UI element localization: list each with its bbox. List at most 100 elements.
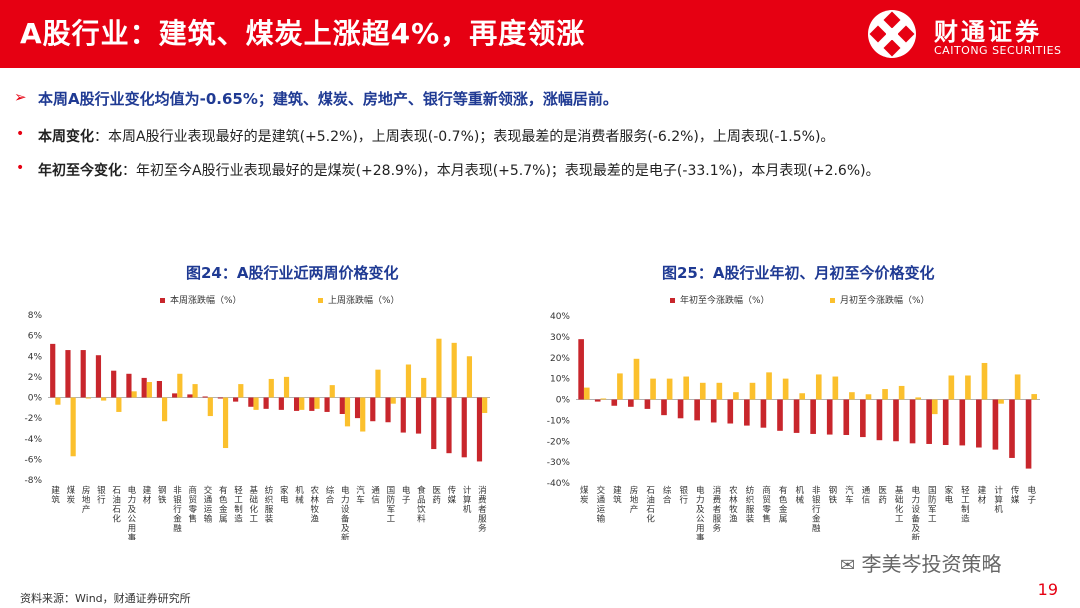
y-tick-label: 30% — [550, 333, 570, 343]
bar — [948, 375, 955, 400]
bar — [80, 350, 86, 398]
bar — [217, 397, 223, 399]
x-tick-label: 机械 — [295, 485, 304, 506]
bar — [766, 372, 772, 400]
summary-line-3: • 年初至今变化：年初至今A股行业表现最好的是煤炭(+28.9%)，本月表现(+… — [16, 160, 880, 180]
x-tick-label: 综合 — [663, 485, 672, 506]
legend-label: 年初至今涨跌幅（%） — [680, 294, 770, 306]
legend-swatch — [830, 298, 835, 303]
bar — [594, 399, 601, 402]
x-tick-label: 交通运输 — [597, 485, 606, 525]
x-tick-label: 银行 — [679, 485, 688, 506]
arrow-bullet-icon: ➢ — [14, 88, 27, 106]
bar — [600, 398, 607, 400]
bar — [421, 377, 427, 398]
bar — [749, 382, 756, 400]
bar — [431, 397, 437, 450]
bar — [405, 364, 412, 398]
bar — [710, 399, 717, 423]
y-tick-label: -6% — [24, 455, 42, 465]
bar — [293, 397, 300, 411]
x-tick-label: 传媒 — [448, 485, 457, 506]
legend-label: 本周涨跌幅（%） — [170, 294, 242, 306]
bar — [278, 397, 284, 410]
bar — [694, 399, 700, 421]
x-tick-label: 国防军工 — [387, 486, 396, 525]
bar — [666, 378, 673, 400]
bar — [650, 378, 656, 400]
x-tick-label: 国防军工 — [928, 486, 937, 525]
x-tick-label: 商贸零售 — [762, 485, 771, 525]
bar — [187, 394, 193, 398]
summary-text-2: ：本周A股行业表现最好的是建筑(+5.2%)，上周表现(-0.7%)；表现最差的… — [94, 129, 835, 145]
x-tick-label: 商贸零售 — [189, 485, 198, 525]
logo-text-en: CAITONG SECURITIES — [934, 44, 1062, 57]
bar — [1031, 394, 1038, 400]
bar — [959, 399, 966, 446]
bar — [915, 397, 922, 400]
header-bar: A股行业：建筑、煤炭上涨超4%，再度领涨 财通证券 CAITONG SECURI… — [0, 0, 1080, 68]
bar — [826, 399, 833, 435]
bar — [843, 399, 850, 435]
bar — [1009, 399, 1015, 458]
bar — [926, 399, 932, 444]
y-tick-label: 40% — [550, 312, 570, 322]
x-tick-label: 煤炭 — [580, 485, 589, 506]
bar — [976, 399, 982, 448]
bar — [931, 399, 938, 415]
bar — [370, 397, 376, 422]
x-tick-label: 电力及公用事业 — [696, 485, 705, 540]
x-tick-label: 钢铁 — [829, 485, 838, 506]
y-tick-label: 4% — [28, 352, 43, 362]
x-tick-label: 交通运输 — [204, 485, 213, 525]
x-tick-label: 建材 — [143, 485, 152, 506]
x-tick-label: 计算机 — [463, 485, 472, 515]
bar — [860, 399, 866, 438]
x-tick-label: 石油石化 — [646, 486, 655, 525]
summary-text-1: 本周A股行业变化均值为-0.65%；建筑、煤炭、房地产、银行等重新领涨，涨幅居前… — [38, 90, 618, 108]
company-logo: 财通证券 CAITONG SECURITIES — [864, 6, 1064, 62]
x-tick-label: 汽车 — [845, 485, 854, 506]
bar — [263, 397, 269, 409]
x-tick-label: 石油石化 — [112, 486, 121, 525]
x-tick-label: 汽车 — [356, 485, 365, 506]
bar — [162, 397, 168, 422]
x-tick-label: 房地产 — [82, 485, 91, 515]
y-tick-label: 10% — [550, 375, 570, 385]
x-tick-label: 房地产 — [630, 485, 639, 515]
source-note: 资料来源：Wind，财通证券研究所 — [20, 592, 191, 605]
bar — [415, 397, 422, 434]
bar — [777, 399, 783, 431]
chart1-svg: 本周涨跌幅（%） 上周涨跌幅（%） 8% 6% 4% 2% 0% -2% -4% -6% -8% 建筑… — [24, 294, 490, 540]
bar — [111, 370, 117, 398]
chart2-title: 图25：A股行业年初、月初至今价格变化 — [662, 264, 935, 282]
bar — [628, 399, 634, 407]
x-tick-label: 轻工制造 — [234, 485, 243, 525]
y-tick-label: 20% — [550, 354, 570, 364]
bar — [375, 369, 381, 398]
x-tick-label: 电力设备及新能源 — [911, 485, 920, 540]
x-tick-label: 机械 — [795, 485, 804, 506]
x-tick-label: 消费者服务 — [713, 485, 722, 534]
bar — [233, 397, 239, 402]
bar — [85, 397, 91, 399]
bar — [832, 376, 839, 400]
x-tick-label: 传媒 — [1011, 485, 1020, 506]
chart2-svg: 年初至今涨跌幅（%） 月初至今涨跌幅（%） 40% 30% 20% 10% 0% -10% -2… — [547, 294, 1040, 540]
x-tick-label: 建材 — [978, 485, 987, 506]
bar — [882, 389, 888, 400]
bar — [981, 362, 988, 400]
dot-bullet-icon: • — [16, 126, 25, 142]
bar — [400, 397, 406, 433]
bar — [893, 399, 899, 442]
bar — [876, 399, 883, 441]
bar — [116, 397, 122, 412]
bar — [324, 397, 330, 412]
dot-bullet-icon: • — [16, 160, 25, 176]
x-tick-label: 基础化工 — [895, 485, 904, 525]
bar — [727, 399, 734, 424]
logo-text-cn: 财通证券 — [934, 18, 1042, 46]
page-title: A股行业：建筑、煤炭上涨超4%，再度领涨 — [20, 17, 586, 50]
bar — [799, 393, 806, 400]
y-tick-label: -4% — [24, 435, 42, 445]
